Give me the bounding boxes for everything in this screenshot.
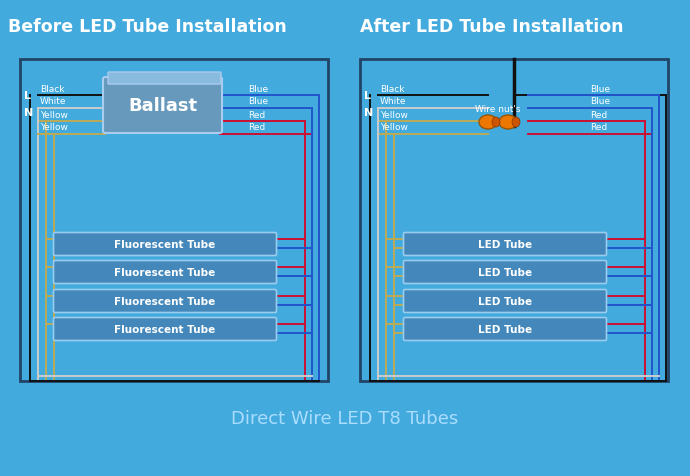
Text: Before LED Tube Installation: Before LED Tube Installation bbox=[8, 18, 287, 36]
Text: Red: Red bbox=[590, 123, 607, 132]
Ellipse shape bbox=[479, 116, 497, 130]
Ellipse shape bbox=[499, 116, 517, 130]
Text: Wire nut's: Wire nut's bbox=[475, 105, 521, 114]
FancyBboxPatch shape bbox=[404, 290, 607, 313]
Text: Red: Red bbox=[248, 110, 265, 119]
Text: Black: Black bbox=[40, 84, 64, 93]
FancyBboxPatch shape bbox=[54, 233, 277, 256]
Text: Fluorescent Tube: Fluorescent Tube bbox=[115, 239, 215, 249]
Text: Fluorescent Tube: Fluorescent Tube bbox=[115, 324, 215, 334]
Text: N: N bbox=[364, 108, 373, 118]
Ellipse shape bbox=[492, 118, 500, 128]
Text: Red: Red bbox=[590, 110, 607, 119]
Text: Black: Black bbox=[380, 84, 404, 93]
Text: LED Tube: LED Tube bbox=[478, 239, 532, 249]
Text: Yellow: Yellow bbox=[380, 110, 408, 119]
Text: N: N bbox=[24, 108, 33, 118]
FancyBboxPatch shape bbox=[108, 73, 221, 85]
Text: White: White bbox=[40, 97, 66, 106]
Text: Fluorescent Tube: Fluorescent Tube bbox=[115, 268, 215, 278]
Bar bbox=[20, 60, 328, 381]
FancyBboxPatch shape bbox=[404, 318, 607, 341]
Text: L: L bbox=[24, 91, 31, 101]
Text: LED Tube: LED Tube bbox=[478, 268, 532, 278]
Text: Blue: Blue bbox=[248, 97, 268, 106]
FancyBboxPatch shape bbox=[103, 78, 222, 134]
Text: Yellow: Yellow bbox=[380, 123, 408, 132]
Text: Yellow: Yellow bbox=[40, 110, 68, 119]
FancyBboxPatch shape bbox=[54, 261, 277, 284]
Text: Yellow: Yellow bbox=[40, 123, 68, 132]
Text: Blue: Blue bbox=[590, 84, 610, 93]
Text: White: White bbox=[380, 97, 406, 106]
Ellipse shape bbox=[512, 118, 520, 128]
Bar bbox=[360, 60, 668, 381]
Text: Blue: Blue bbox=[248, 84, 268, 93]
Text: After LED Tube Installation: After LED Tube Installation bbox=[360, 18, 624, 36]
Text: Blue: Blue bbox=[590, 97, 610, 106]
FancyBboxPatch shape bbox=[54, 318, 277, 341]
FancyBboxPatch shape bbox=[54, 290, 277, 313]
Text: Ballast: Ballast bbox=[128, 97, 197, 115]
FancyBboxPatch shape bbox=[404, 233, 607, 256]
FancyBboxPatch shape bbox=[404, 261, 607, 284]
Text: Direct Wire LED T8 Tubes: Direct Wire LED T8 Tubes bbox=[231, 409, 459, 427]
Text: LED Tube: LED Tube bbox=[478, 324, 532, 334]
Text: Red: Red bbox=[248, 123, 265, 132]
Text: Fluorescent Tube: Fluorescent Tube bbox=[115, 297, 215, 307]
Text: LED Tube: LED Tube bbox=[478, 297, 532, 307]
Text: L: L bbox=[364, 91, 371, 101]
